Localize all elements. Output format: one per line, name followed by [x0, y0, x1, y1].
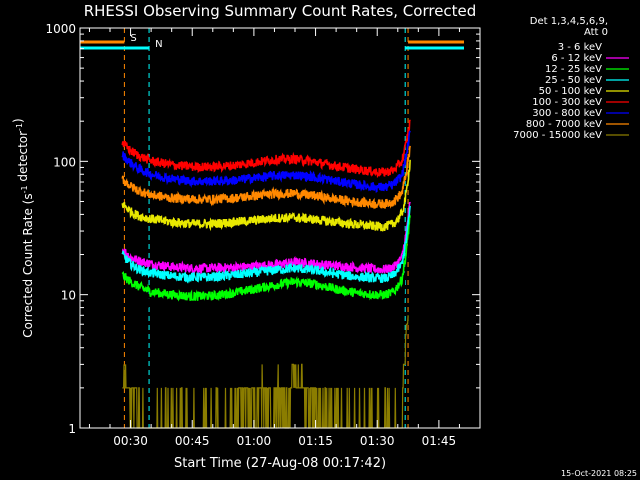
legend-label-2: 12 - 25 keV — [545, 64, 602, 75]
legend-label-3: 25 - 50 keV — [545, 75, 602, 86]
timestamp: 15-Oct-2021 08:25 — [561, 469, 637, 478]
plot-area: SN — [80, 28, 464, 429]
y-tick-label: 1000 — [45, 22, 76, 36]
series-line-7 — [121, 145, 411, 210]
legend-label-1: 6 - 12 keV — [551, 53, 602, 64]
series-line-2 — [121, 214, 411, 302]
legend-label-4: 50 - 100 keV — [539, 86, 603, 97]
legend-label-0: 3 - 6 keV — [558, 42, 602, 53]
legend-label-5: 100 - 300 keV — [532, 97, 602, 108]
state-label-s: S — [130, 33, 136, 44]
y-axis-label-part: detector — [16, 131, 30, 186]
legend-header-line: Det 1,3,4,5,6,9, — [530, 16, 608, 27]
series-line-5 — [121, 119, 411, 179]
series-line-4 — [121, 159, 411, 233]
legend-header-line: Att 0 — [584, 27, 608, 38]
y-axis-label-part: Corrected Count Rate (s — [21, 193, 35, 337]
y-tick-label: 1 — [68, 422, 76, 436]
state-label-n: N — [155, 39, 162, 50]
chart-title: RHESSI Observing Summary Count Rates, Co… — [84, 2, 477, 20]
x-tick-label: 01:45 — [422, 434, 457, 448]
y-axis-label: Corrected Count Rate (s-1 detector-1) — [11, 118, 35, 337]
y-axis-label-part: -1 — [15, 123, 24, 131]
x-tick-label: 01:00 — [237, 434, 272, 448]
x-tick-label: 01:15 — [298, 434, 333, 448]
plot-frame — [79, 27, 481, 429]
x-tick-label: 00:45 — [175, 434, 210, 448]
series-line-6 — [121, 130, 411, 193]
legend-label-8: 7000 - 15000 keV — [513, 130, 602, 141]
series-line-3 — [121, 205, 411, 284]
y-axis-label-part: -1 — [20, 185, 29, 193]
y-tick-label: 10 — [61, 289, 76, 303]
y-tick-label: 100 — [53, 155, 76, 169]
legend-label-6: 300 - 800 keV — [532, 108, 602, 119]
x-tick-label: 00:30 — [113, 434, 148, 448]
y-axis-label-part: ) — [11, 118, 25, 123]
legend-label-7: 800 - 7000 keV — [526, 119, 602, 130]
x-tick-label: 01:30 — [360, 434, 395, 448]
series-line-1 — [122, 201, 411, 275]
x-axis-label: Start Time (27-Aug-08 00:17:42) — [174, 456, 386, 471]
axes: 1 10 100 1000 00:30 00:45 01:00 01:15 01:30 01:45 — [45, 22, 481, 448]
